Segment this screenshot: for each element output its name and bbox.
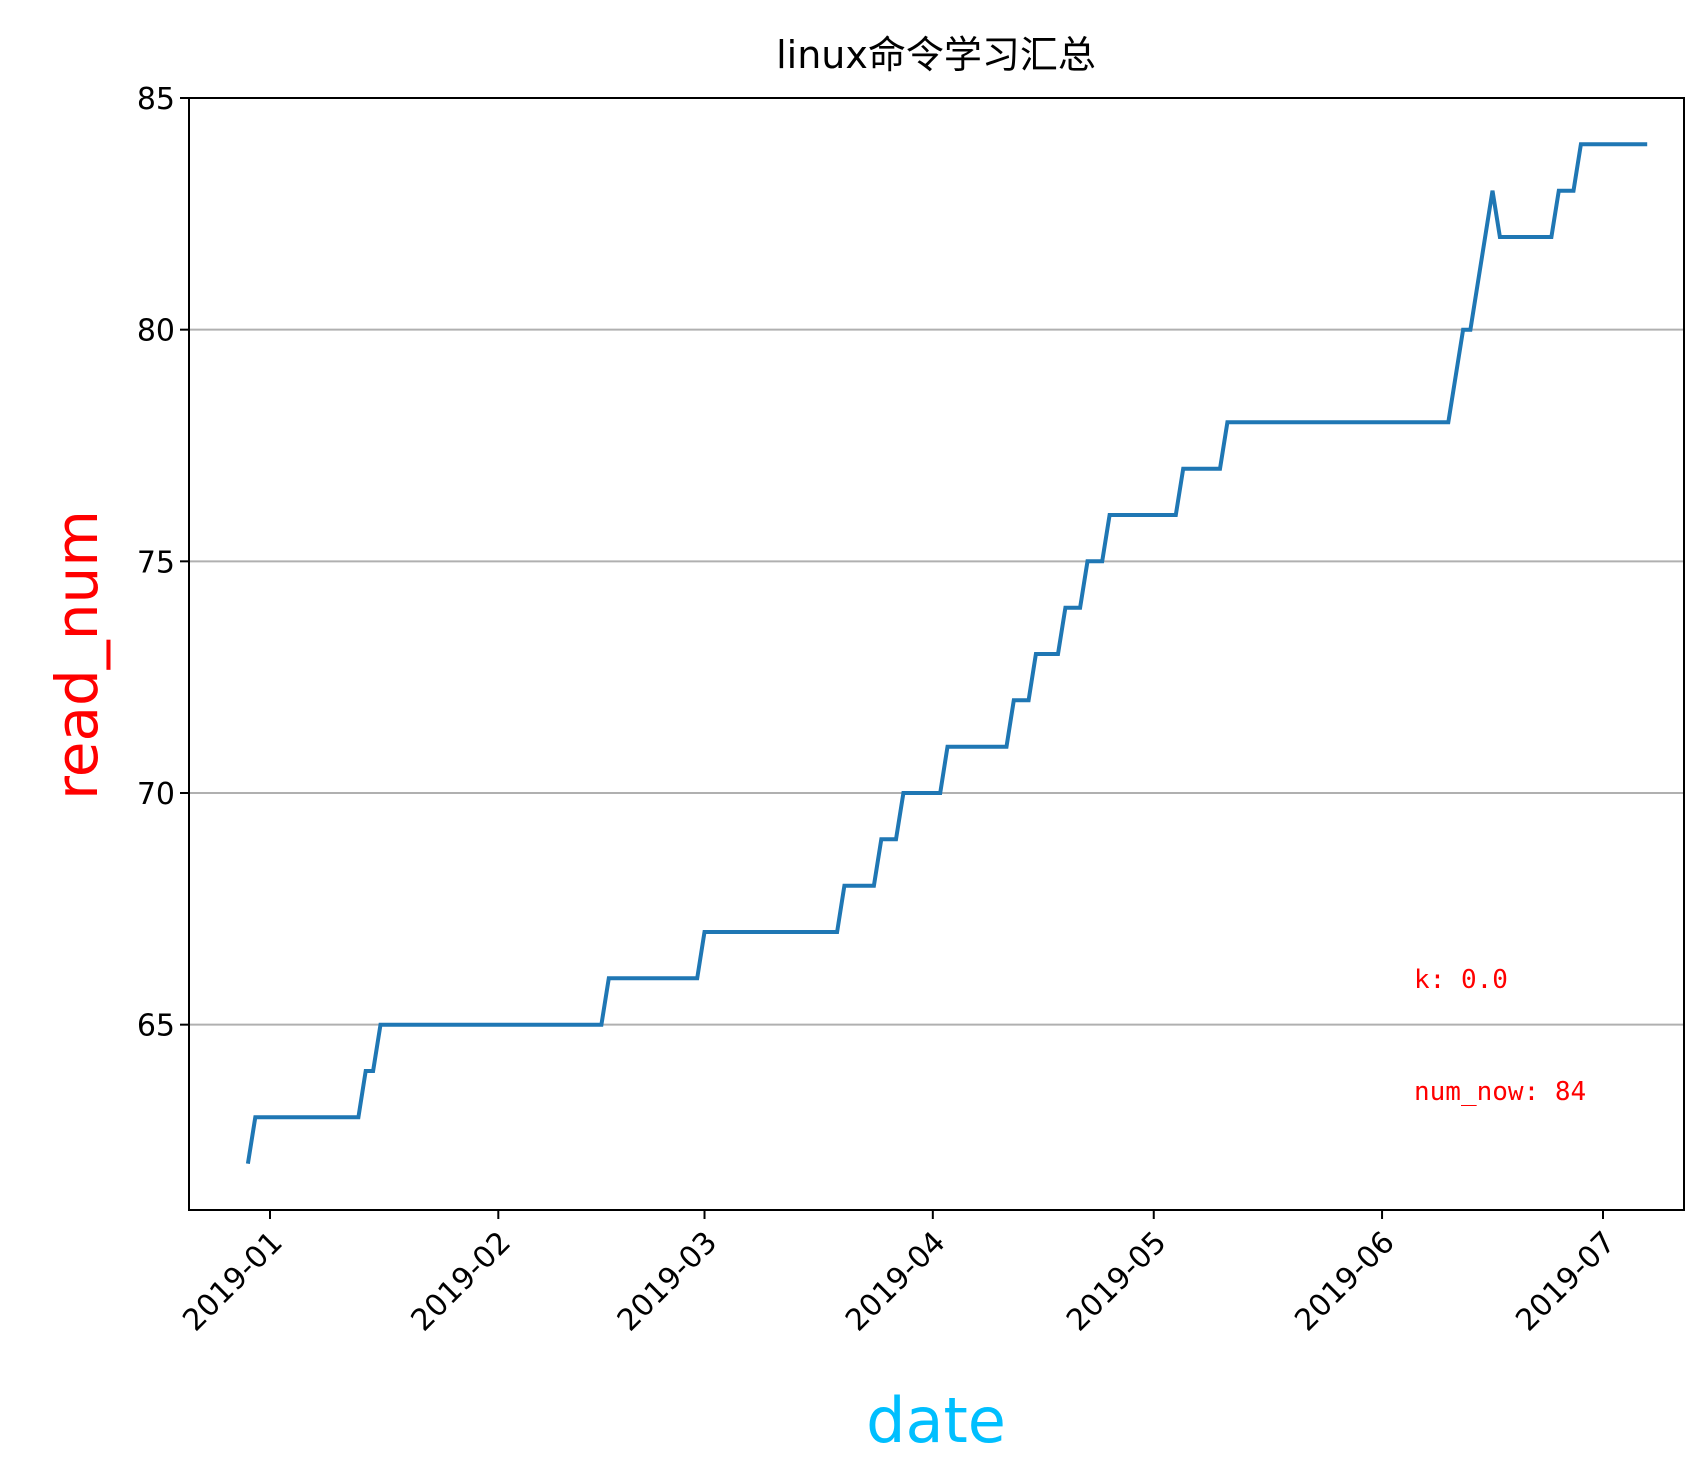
x-axis-label: date — [866, 1384, 1006, 1457]
chart-title: linux命令学习汇总 — [776, 33, 1096, 77]
annotation-num-now: num_now: 84 — [1414, 1077, 1586, 1107]
series-layer — [245, 142, 1648, 1165]
plot-frame — [188, 97, 1685, 1211]
series-line — [245, 142, 1648, 1165]
y-axis: 65 70 75 80 85 — [137, 82, 189, 1044]
y-tick-label: 70 — [137, 777, 175, 812]
y-tick-label: 80 — [137, 314, 175, 349]
y-tick-label: 85 — [137, 82, 175, 117]
annotation-k: k: 0.0 — [1414, 965, 1508, 995]
y-axis-label: read_num — [43, 510, 111, 800]
y-tick-label: 65 — [137, 1009, 175, 1044]
y-tick-label: 75 — [137, 545, 175, 580]
